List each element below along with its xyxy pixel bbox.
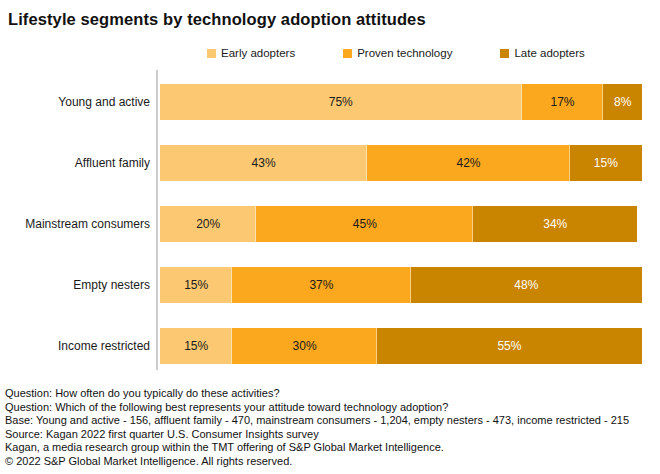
legend-item: Late adopters: [500, 47, 584, 59]
bar-segment: 15%: [160, 267, 232, 303]
legend-item: Early adopters: [207, 47, 295, 59]
legend: Early adopters Proven technology Late adop…: [0, 46, 660, 60]
segment-value-label: 43%: [252, 156, 276, 170]
bar-track: 75% 17% 8%: [160, 84, 642, 120]
segment-value-label: 15%: [594, 156, 618, 170]
bar-segment: 8%: [603, 84, 642, 120]
footer-line: © 2022 S&P Global Market Intelligence. A…: [5, 455, 660, 469]
segment-value-label: 30%: [293, 339, 317, 353]
segment-value-label: 37%: [309, 278, 333, 292]
footer-notes: Question: How often do you typically do …: [0, 387, 660, 469]
legend-label: Late adopters: [514, 47, 584, 59]
legend-swatch: [343, 49, 352, 58]
segment-value-label: 20%: [196, 217, 220, 231]
bar-segment: 20%: [160, 206, 256, 242]
bar-segment: 34%: [473, 206, 637, 242]
segment-value-label: 34%: [543, 217, 567, 231]
chart-page: Lifestyle segments by technology adoptio…: [0, 0, 660, 474]
y-axis-line: [156, 70, 158, 370]
bar-segment: 55%: [377, 328, 642, 364]
segment-value-label: 48%: [514, 278, 538, 292]
segment-value-label: 15%: [184, 278, 208, 292]
segment-value-label: 17%: [550, 95, 574, 109]
bar-segment: 30%: [232, 328, 377, 364]
category-label: Empty nesters: [0, 278, 150, 292]
chart-row: Young and active 75% 17% 8%: [0, 72, 660, 132]
bar-segment: 17%: [522, 84, 604, 120]
bar-segment: 48%: [411, 267, 642, 303]
footer-line: Kagan, a media research group within the…: [5, 441, 660, 455]
bar-segment: 37%: [232, 267, 410, 303]
segment-value-label: 75%: [329, 95, 353, 109]
legend-item: Proven technology: [343, 47, 452, 59]
category-label: Affluent family: [0, 156, 150, 170]
category-label: Young and active: [0, 95, 150, 109]
segment-value-label: 8%: [614, 95, 631, 109]
bar-track: 43% 42% 15%: [160, 145, 642, 181]
chart-row: Income restricted 15% 30% 55%: [0, 316, 660, 376]
segment-value-label: 45%: [353, 217, 377, 231]
segment-value-label: 15%: [184, 339, 208, 353]
chart-row: Affluent family 43% 42% 15%: [0, 133, 660, 193]
footer-line: Source: Kagan 2022 first quarter U.S. Co…: [5, 428, 660, 442]
chart-title: Lifestyle segments by technology adoptio…: [0, 10, 660, 29]
legend-label: Proven technology: [357, 47, 452, 59]
legend-swatch: [207, 49, 216, 58]
chart-row: Mainstream consumers 20% 45% 34%: [0, 194, 660, 254]
category-label: Mainstream consumers: [0, 217, 150, 231]
bar-segment: 75%: [160, 84, 522, 120]
bar-segment: 43%: [160, 145, 367, 181]
chart: Young and active 75% 17% 8% Affluent family 4…: [0, 72, 660, 374]
footer-line: Question: How often do you typically do …: [5, 387, 660, 401]
category-label: Income restricted: [0, 339, 150, 353]
legend-label: Early adopters: [221, 47, 295, 59]
bar-segment: 42%: [367, 145, 569, 181]
legend-swatch: [500, 49, 509, 58]
bar-segment: 45%: [256, 206, 473, 242]
bar-segment: 15%: [570, 145, 642, 181]
footer-line: Question: Which of the following best re…: [5, 401, 660, 415]
chart-row: Empty nesters 15% 37% 48%: [0, 255, 660, 315]
segment-value-label: 42%: [456, 156, 480, 170]
bar-track: 15% 37% 48%: [160, 267, 642, 303]
footer-line: Base: Young and active - 156, affluent f…: [5, 414, 660, 428]
segment-value-label: 55%: [497, 339, 521, 353]
bar-track: 15% 30% 55%: [160, 328, 642, 364]
bar-segment: 15%: [160, 328, 232, 364]
bar-track: 20% 45% 34%: [160, 206, 642, 242]
